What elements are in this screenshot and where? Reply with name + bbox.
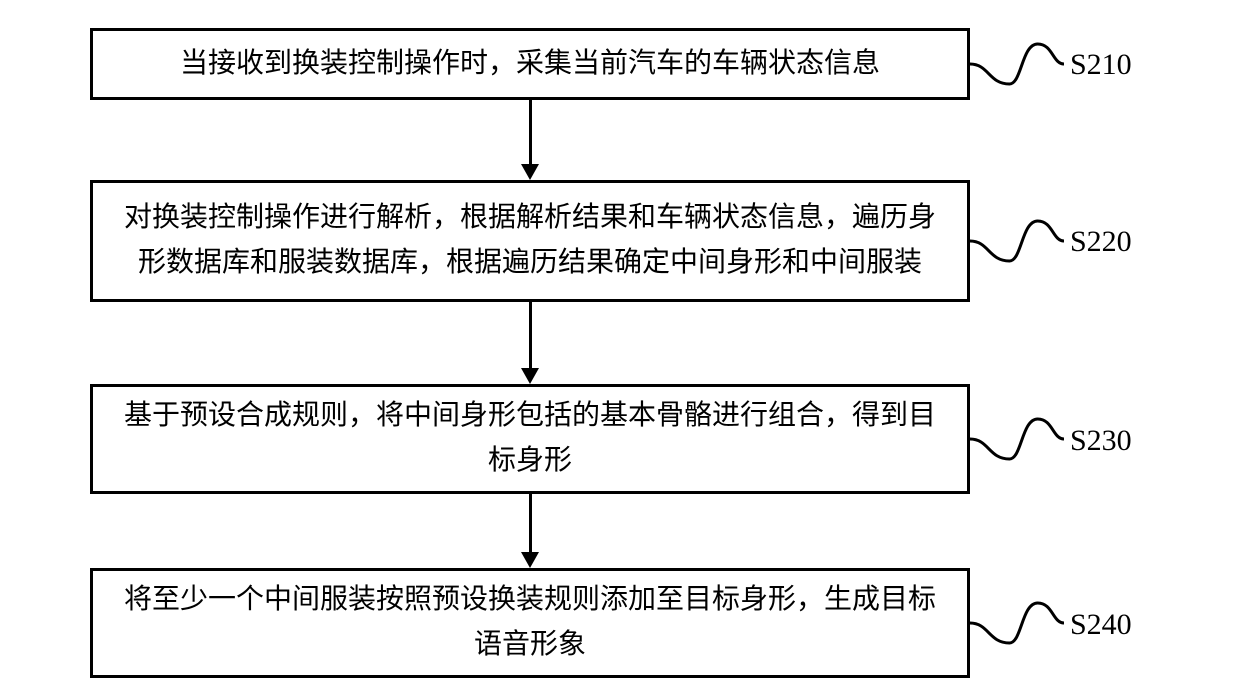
flowchart-canvas: 当接收到换装控制操作时，采集当前汽车的车辆状态信息 S210 对换装控制操作进行解析…	[0, 0, 1240, 694]
flow-box-s240: 将至少一个中间服装按照预设换装规则添加至目标身形，生成目标语音形象	[90, 568, 970, 678]
arrow-head-1	[521, 368, 539, 384]
arrow-line-1	[529, 302, 532, 368]
arrow-line-2	[529, 494, 532, 552]
connector-3	[970, 600, 1064, 646]
flow-box-text: 基于预设合成规则，将中间身形包括的基本骨骼进行组合，得到目标身形	[123, 394, 937, 484]
step-label-s220: S220	[1070, 225, 1132, 259]
flow-box-text: 将至少一个中间服装按照预设换装规则添加至目标身形，生成目标语音形象	[123, 578, 937, 668]
flow-box-s210: 当接收到换装控制操作时，采集当前汽车的车辆状态信息	[90, 28, 970, 100]
step-label-s240: S240	[1070, 608, 1132, 642]
connector-1	[970, 218, 1064, 264]
step-label-s230: S230	[1070, 424, 1132, 458]
flow-box-text: 当接收到换装控制操作时，采集当前汽车的车辆状态信息	[180, 42, 880, 87]
flow-box-s220: 对换装控制操作进行解析，根据解析结果和车辆状态信息，遍历身形数据库和服装数据库，…	[90, 180, 970, 302]
flow-box-s230: 基于预设合成规则，将中间身形包括的基本骨骼进行组合，得到目标身形	[90, 384, 970, 494]
arrow-head-0	[521, 164, 539, 180]
arrow-head-2	[521, 552, 539, 568]
connector-2	[970, 416, 1064, 462]
connector-0	[970, 41, 1064, 87]
flow-box-text: 对换装控制操作进行解析，根据解析结果和车辆状态信息，遍历身形数据库和服装数据库，…	[123, 196, 937, 286]
step-label-s210: S210	[1070, 48, 1132, 82]
arrow-line-0	[529, 100, 532, 164]
